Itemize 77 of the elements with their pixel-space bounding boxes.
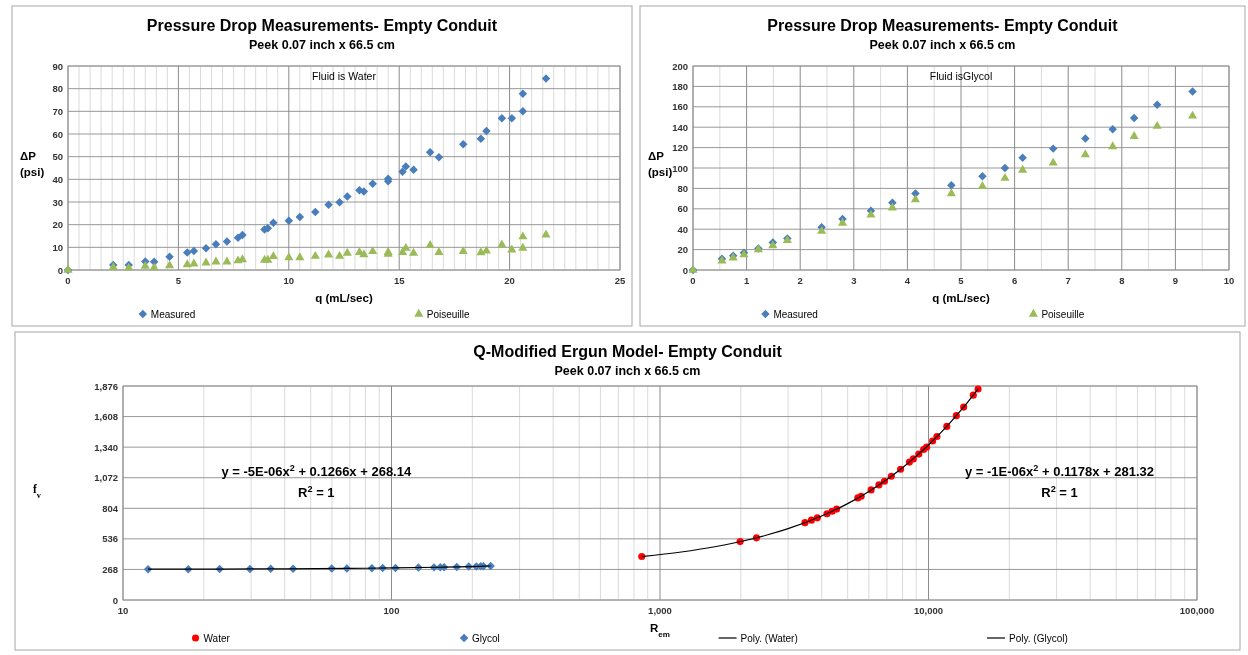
legend-label: Poiseuille: [1041, 309, 1085, 320]
y-tick-label: 180: [672, 80, 688, 92]
annotation: R$^{2}$ = 1: [298, 484, 335, 501]
y-tick-label: 70: [52, 105, 63, 117]
annotation: y = -1E-06x$^{2}$ + 0.1178x + 281.32: [965, 462, 1155, 479]
y-tick-label: 0: [57, 264, 63, 276]
x-tick-label: 10: [117, 605, 129, 616]
x-tick-label: 6: [1011, 275, 1018, 286]
y-tick-label: 20: [677, 244, 688, 256]
x-axis-title: R$_{em}$: [650, 622, 670, 639]
x-tick-label: 7: [1065, 275, 1071, 286]
y-tick-label: 40: [52, 173, 63, 185]
chart-title: Pressure Drop Measurements- Empty Conduit: [767, 17, 1119, 34]
y-tick-label: 1,340: [94, 441, 118, 453]
chart-subtitle: Peek 0.07 inch x 66.5 cm: [869, 38, 1016, 52]
x-axis-title: q (mL/sec): [315, 292, 373, 304]
x-tick-label: 9: [1172, 275, 1179, 286]
annotation: y = -5E-06x$^{2}$ + 0.1266x + 268.14: [221, 462, 412, 479]
y-tick-label: 30: [52, 196, 63, 208]
x-tick-label: 3: [851, 275, 857, 286]
y-axis-title: ΔP (psi): [648, 150, 673, 178]
x-tick-label: 1,000: [648, 605, 672, 616]
y-tick-label: 100: [672, 162, 688, 174]
legend-label: Water: [203, 633, 231, 644]
legend-label: Measured: [773, 309, 818, 320]
y-tick-label: 140: [672, 121, 688, 133]
chart-title: Q-Modified Ergun Model- Empty Conduit: [473, 343, 783, 360]
y-tick-label: 0: [112, 594, 118, 606]
x-tick-label: 5: [175, 275, 182, 286]
y-tick-label: 804: [102, 502, 119, 514]
y-tick-label: 200: [672, 60, 688, 72]
x-tick-label: 2: [797, 275, 803, 286]
y-tick-label: 60: [52, 128, 63, 140]
y-tick-label: 50: [52, 151, 63, 163]
x-tick-label: 1: [743, 275, 750, 286]
x-tick-label: 10: [1223, 275, 1235, 286]
x-tick-label: 100,000: [1179, 605, 1215, 616]
x-tick-label: 15: [393, 275, 406, 286]
chart-subtitle: Peek 0.07 inch x 66.5 cm: [554, 364, 701, 378]
y-tick-label: 80: [677, 182, 688, 194]
legend-label: Glycol: [472, 633, 500, 644]
x-tick-label: 5: [958, 275, 965, 286]
y-tick-label: 0: [682, 264, 688, 276]
x-tick-label: 10: [283, 275, 295, 286]
x-axis-title: q (mL/sec): [932, 292, 990, 304]
x-tick-label: 100: [383, 605, 400, 616]
y-axis-title: ΔP (psi): [20, 150, 45, 178]
y-tick-label: 80: [52, 83, 63, 95]
y-tick-label: 40: [677, 223, 688, 235]
y-tick-label: 268: [102, 563, 118, 575]
y-axis-title: f$_{v}$: [33, 483, 42, 500]
x-tick-label: 20: [504, 275, 515, 286]
y-tick-label: 90: [52, 60, 63, 72]
y-tick-label: 10: [52, 241, 63, 253]
x-tick-label: 25: [614, 275, 626, 286]
chart-title: Pressure Drop Measurements- Empty Conduit: [146, 17, 498, 34]
y-tick-label: 1,608: [94, 411, 118, 423]
y-tick-label: 120: [672, 142, 688, 154]
y-tick-label: 60: [677, 203, 688, 215]
y-tick-label: 536: [102, 533, 118, 545]
x-tick-label: 0: [690, 275, 696, 286]
x-tick-label: 0: [65, 275, 71, 286]
legend-label: Poiseuille: [426, 309, 471, 320]
y-tick-label: 1,072: [94, 472, 118, 484]
annotation: Fluid is Water: [312, 70, 377, 83]
legend-label: Poly. (Glycol): [1009, 633, 1068, 644]
annotation: R$^{2}$ = 1: [1041, 484, 1078, 501]
y-tick-label: 20: [52, 219, 63, 231]
annotation: Fluid isGlycol: [929, 70, 993, 83]
legend-label: Measured: [150, 309, 196, 320]
x-tick-label: 8: [1119, 275, 1125, 286]
x-tick-label: 4: [904, 275, 911, 286]
legend-label: Poly. (Water): [740, 633, 798, 644]
y-tick-label: 160: [672, 101, 688, 113]
y-tick-label: 1,876: [94, 380, 118, 392]
chart-subtitle: Peek 0.07 inch x 66.5 cm: [249, 38, 395, 52]
x-tick-label: 10,000: [913, 605, 944, 616]
